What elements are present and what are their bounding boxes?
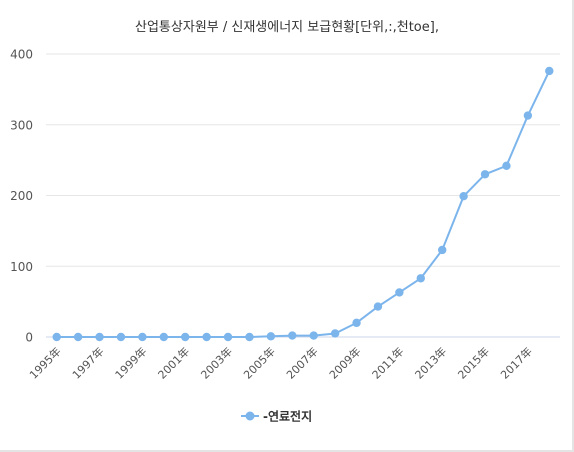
x-tick-label: 2015年 [455,344,492,381]
data-point[interactable] [116,332,126,342]
x-tick-label: 1997年 [69,344,106,381]
data-point[interactable] [245,332,254,342]
x-tick-label: 2011年 [369,344,406,381]
data-point[interactable] [459,192,468,201]
data-point[interactable] [416,274,425,283]
x-tick-label: 2003年 [198,344,235,381]
data-point[interactable] [395,288,404,297]
grid-lines [46,53,560,338]
x-tick-label: 1995年 [26,344,63,381]
data-point[interactable] [202,332,211,342]
x-axis-ticks: 1995年 1997年 1999年 2001年 2003年 2005年 2007年 2009年… [26,344,535,381]
data-point[interactable] [330,329,340,338]
data-point[interactable] [73,332,83,342]
data-point[interactable] [288,331,297,340]
series-line [56,70,551,338]
legend[interactable]: -연료전지 [241,409,312,424]
x-tick-label: 2017年 [498,344,535,381]
data-point[interactable] [138,332,147,342]
data-point[interactable] [223,332,233,342]
data-point[interactable] [438,245,447,255]
y-tick-label: 200 [10,189,33,203]
data-point[interactable] [266,332,276,341]
data-point[interactable] [95,332,104,342]
chart-title: 산업통상자원부 / 신재생에너지 보급현황[단위,:,천toe], [135,20,439,35]
y-axis-ticks: 0 100 200 300 400 [10,48,33,345]
data-point[interactable] [523,111,533,120]
legend-marker-icon [245,411,255,421]
data-point[interactable] [502,161,511,170]
data-point[interactable] [309,331,318,340]
data-point[interactable] [181,332,190,342]
x-tick-label: 1999年 [112,344,149,381]
x-tick-label: 2013年 [412,344,449,381]
legend-label: -연료전지 [263,409,312,424]
data-point[interactable] [545,66,554,76]
y-tick-label: 0 [25,331,33,345]
y-tick-label: 300 [10,118,33,132]
x-tick-label: 2005年 [241,344,278,381]
y-tick-label: 400 [10,48,33,62]
x-tick-label: 2007年 [283,344,320,381]
series-group [52,66,554,342]
data-point[interactable] [480,170,490,179]
data-point[interactable] [352,318,361,328]
data-point[interactable] [373,302,383,311]
data-point[interactable] [159,332,168,342]
x-tick-label: 2009年 [326,344,363,381]
data-point[interactable] [52,332,61,342]
y-tick-label: 100 [10,260,33,274]
x-tick-label: 2001年 [155,344,192,381]
